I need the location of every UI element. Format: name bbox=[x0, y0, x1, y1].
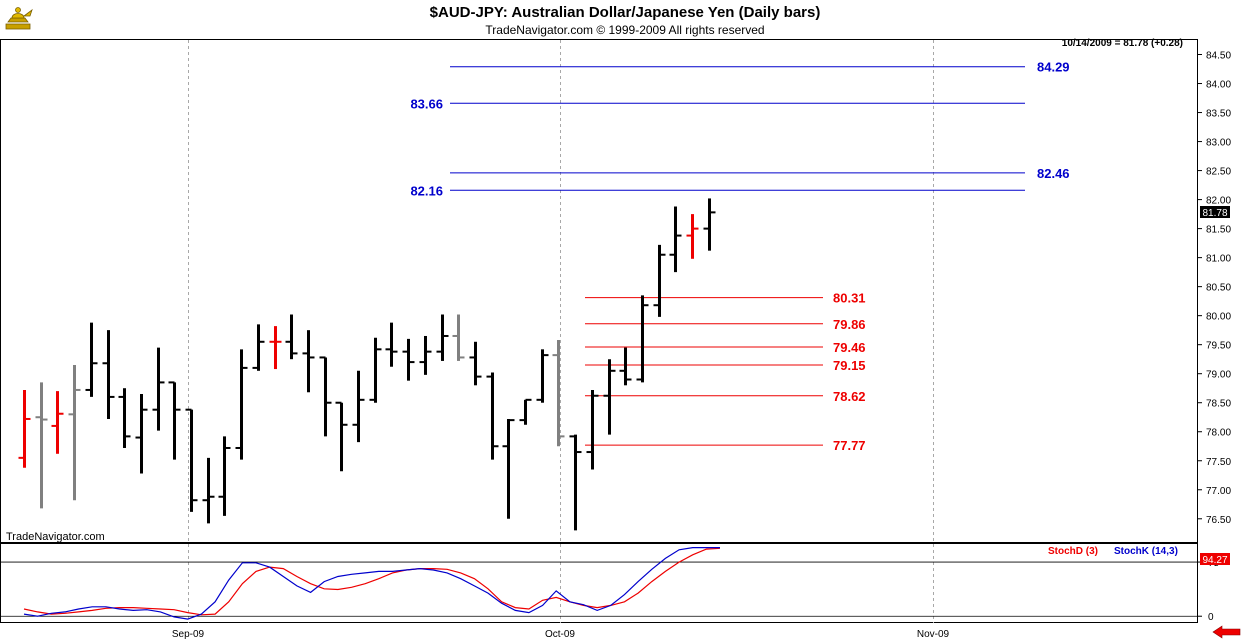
lamp-logo-icon bbox=[5, 7, 33, 30]
y-tick-label: 82.50 bbox=[1206, 167, 1231, 178]
y-tick-label: 79.50 bbox=[1206, 341, 1231, 352]
support-resistance-lines: 84.29 83.66 82.46 82.16 80.31 79.86 79.46 79.15… bbox=[410, 60, 1069, 453]
ohlc-bar bbox=[486, 372, 499, 460]
ohlc-bar bbox=[569, 434, 582, 531]
y-tick-label: 83.00 bbox=[1206, 138, 1231, 149]
support-label: 78.62 bbox=[833, 389, 866, 404]
ohlc-bar bbox=[502, 418, 515, 519]
support-label: 80.31 bbox=[833, 291, 866, 306]
stochastic-panel bbox=[1, 546, 1197, 620]
y-tick-label: 78.00 bbox=[1206, 428, 1231, 439]
support-label: 77.77 bbox=[833, 438, 866, 453]
ohlc-bar bbox=[419, 335, 432, 375]
ohlc-bar bbox=[51, 391, 64, 454]
stoch-last-tag bbox=[1200, 553, 1230, 565]
y-tick-label: 80.00 bbox=[1206, 312, 1231, 323]
y-tick-label: 77.50 bbox=[1206, 457, 1231, 468]
support-label: 79.15 bbox=[833, 358, 866, 373]
ohlc-bar bbox=[135, 394, 148, 474]
chart-title: $AUD-JPY: Australian Dollar/Japanese Yen… bbox=[430, 4, 821, 21]
resistance-label: 82.16 bbox=[410, 183, 443, 198]
stoch-axis: 750 bbox=[1197, 558, 1220, 623]
ohlc-bar bbox=[85, 322, 98, 397]
ohlc-bar bbox=[18, 389, 31, 468]
last-price-tag bbox=[1200, 206, 1230, 218]
x-tick-label: Nov-09 bbox=[917, 629, 950, 640]
ohlc-bar bbox=[252, 324, 265, 371]
y-tick-label: 81.50 bbox=[1206, 225, 1231, 236]
ohlc-bar bbox=[285, 314, 298, 360]
ohlc-bar bbox=[319, 356, 332, 437]
x-tick-label: Sep-09 bbox=[172, 629, 205, 640]
stochd-line bbox=[23, 547, 721, 616]
ohlc-bar bbox=[302, 330, 315, 393]
last-quote: 10/14/2009 = 81.78 (+0.28) bbox=[1062, 38, 1183, 49]
ohlc-bar bbox=[653, 244, 666, 317]
date-axis: Sep-09 Oct-09 Nov-09 bbox=[172, 629, 950, 640]
ohlc-bar bbox=[218, 436, 231, 516]
last-price-value: 81.78 bbox=[1202, 208, 1227, 219]
ohlc-bar bbox=[452, 314, 465, 361]
y-tick-label: 84.50 bbox=[1206, 51, 1231, 62]
support-label: 79.86 bbox=[833, 317, 866, 332]
ohlc-bar bbox=[68, 364, 81, 501]
support-label: 79.46 bbox=[833, 340, 866, 355]
x-tick-label: Oct-09 bbox=[545, 629, 575, 640]
ohlc-bar bbox=[118, 388, 131, 448]
ohlc-bar bbox=[703, 198, 716, 251]
ohlc-bar bbox=[536, 349, 549, 403]
resistance-label: 82.46 bbox=[1037, 166, 1070, 181]
ohlc-bar bbox=[269, 326, 282, 370]
y-tick-label: 80.50 bbox=[1206, 283, 1231, 294]
ohlc-bar bbox=[35, 382, 48, 509]
ohlc-bar bbox=[102, 330, 115, 419]
ohlc-bar bbox=[669, 206, 682, 273]
ohlc-bar bbox=[619, 347, 632, 386]
stochk-line bbox=[23, 546, 720, 620]
ohlc-bar bbox=[168, 381, 181, 460]
vertical-grid bbox=[188, 40, 934, 623]
ohlc-bar bbox=[235, 349, 248, 460]
price-panel-frame bbox=[0, 39, 1198, 543]
ohlc-bar bbox=[152, 347, 165, 431]
ohlc-bar bbox=[469, 341, 482, 386]
y-tick-label: 81.00 bbox=[1206, 254, 1231, 265]
ohlc-bar bbox=[202, 457, 215, 524]
y-tick-label: 83.50 bbox=[1206, 109, 1231, 120]
y-tick-label: 78.50 bbox=[1206, 399, 1231, 410]
ohlc-bar bbox=[586, 389, 599, 470]
ohlc-bar bbox=[402, 338, 415, 381]
ohlc-bar bbox=[352, 370, 365, 443]
y-tick-label: 79.00 bbox=[1206, 370, 1231, 381]
price-bars bbox=[18, 198, 716, 531]
price-axis: 84.50 84.00 83.50 83.00 82.50 82.00 81.50 81.00… bbox=[1197, 51, 1231, 526]
ohlc-bar bbox=[552, 340, 565, 447]
legend-stochk: StochK (14,3) bbox=[1114, 546, 1178, 557]
legend-stochd: StochD (3) bbox=[1048, 546, 1098, 557]
y-tick-label: 76.50 bbox=[1206, 515, 1231, 526]
stoch-tick-label: 0 bbox=[1208, 612, 1214, 623]
stoch-last-value: 94.27 bbox=[1202, 555, 1227, 566]
watermark: TradeNavigator.com bbox=[6, 531, 105, 543]
scroll-left-arrow-icon[interactable] bbox=[1212, 625, 1241, 639]
y-tick-label: 77.00 bbox=[1206, 486, 1231, 497]
ohlc-bar bbox=[385, 322, 398, 367]
ohlc-bar bbox=[436, 314, 449, 361]
y-tick-label: 84.00 bbox=[1206, 80, 1231, 91]
ohlc-bar bbox=[603, 359, 616, 435]
ohlc-bar bbox=[335, 401, 348, 472]
resistance-label: 83.66 bbox=[410, 96, 443, 111]
ohlc-bar bbox=[369, 337, 382, 403]
ohlc-bar bbox=[185, 408, 198, 512]
ohlc-bar bbox=[636, 295, 649, 383]
resistance-label: 84.29 bbox=[1037, 60, 1070, 75]
y-tick-label: 82.00 bbox=[1206, 196, 1231, 207]
chart-subtitle: TradeNavigator.com © 1999-2009 All right… bbox=[485, 23, 764, 37]
ohlc-bar bbox=[519, 398, 532, 425]
ohlc-bar bbox=[686, 214, 699, 259]
